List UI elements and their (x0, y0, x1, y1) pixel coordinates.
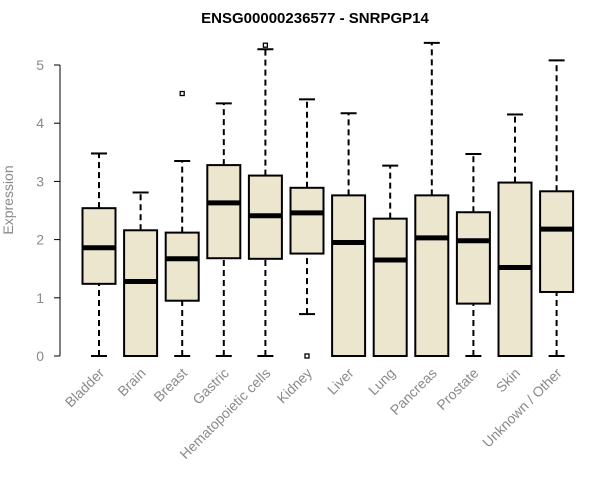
outlier-point (179, 90, 185, 97)
y-tick-label: 1 (36, 290, 44, 306)
y-tick-label: 3 (36, 173, 44, 189)
box-iqr (414, 194, 450, 357)
box-iqr (123, 229, 159, 357)
x-tick-label: Prostate (433, 365, 481, 413)
box-breast (164, 90, 200, 357)
x-tick-label: Kidney (274, 365, 316, 407)
box-iqr (331, 194, 367, 357)
box-group (81, 41, 575, 359)
box-lung (372, 164, 408, 357)
y-axis: 0 1 2 3 4 5 (36, 57, 61, 364)
box-iqr (289, 186, 325, 255)
x-tick-label: Bladder (62, 365, 108, 411)
box-kidney (289, 98, 325, 359)
box-hematopoietic-cells (247, 42, 283, 357)
x-tick-label: Lung (365, 365, 398, 398)
y-tick-label: 5 (36, 57, 44, 73)
x-tick-label: Unknown / Other (479, 365, 565, 451)
box-liver (331, 112, 367, 357)
box-iqr (455, 211, 491, 305)
chart-title: ENSG00000236577 - SNRPGP14 (201, 10, 429, 27)
box-brain (123, 191, 159, 357)
x-tick-label: Skin (493, 365, 524, 396)
x-tick-label: Brain (114, 365, 148, 399)
box-pancreas (414, 41, 450, 357)
y-tick-label: 0 (36, 348, 44, 364)
x-tick-label: Liver (324, 365, 357, 398)
box-iqr (372, 217, 408, 357)
box-gastric (206, 102, 242, 357)
y-tick-label: 2 (36, 232, 44, 248)
box-unknown-other (539, 59, 575, 357)
box-iqr (539, 190, 575, 293)
box-iqr (164, 231, 200, 302)
box-skin (497, 113, 533, 357)
box-prostate (455, 153, 491, 357)
outlier-point (262, 42, 269, 48)
box-iqr (206, 164, 242, 260)
box-bladder (81, 152, 117, 357)
y-tick-label: 4 (36, 115, 44, 131)
outlier-point (304, 353, 310, 359)
y-axis-label: Expression (0, 165, 16, 234)
x-tick-label: Breast (150, 365, 190, 405)
